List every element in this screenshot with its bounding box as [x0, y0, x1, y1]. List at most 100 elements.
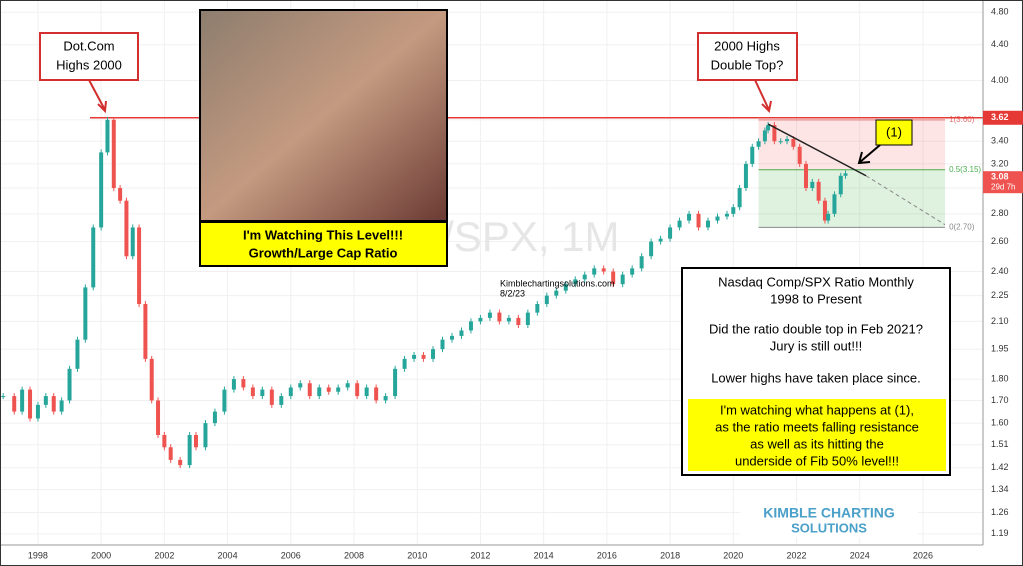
candle — [487, 312, 492, 318]
candle — [431, 349, 436, 359]
candle — [843, 173, 848, 176]
x-tick-label: 2004 — [218, 550, 238, 560]
x-tick-label: 2014 — [534, 550, 554, 560]
candle — [706, 220, 711, 228]
candle — [797, 146, 802, 164]
dotcom-box — [39, 32, 139, 81]
candle — [658, 238, 663, 242]
candle — [143, 304, 148, 359]
y-tick-label: 1.42 — [991, 462, 1009, 472]
candle — [91, 227, 96, 288]
candle — [440, 339, 445, 350]
candle — [791, 139, 796, 147]
candle — [826, 213, 831, 221]
candle — [677, 220, 682, 228]
candle — [393, 368, 398, 397]
candle — [59, 400, 64, 412]
logo-text: SOLUTIONS — [791, 520, 867, 535]
candle — [822, 200, 827, 221]
candle — [544, 295, 549, 305]
candle — [75, 339, 80, 369]
candle — [193, 434, 198, 448]
candle — [1, 396, 6, 398]
y-tick-label: 1.19 — [991, 528, 1009, 538]
arrow — [88, 79, 107, 114]
note: Lower highs have taken place since. — [711, 370, 921, 385]
candle — [336, 387, 341, 392]
candle — [149, 358, 154, 401]
candle — [687, 213, 692, 221]
candle — [130, 227, 135, 257]
candle — [506, 317, 511, 322]
highlight: as the ratio meets falling resistance — [715, 419, 919, 434]
y-tick-label: 1.26 — [991, 507, 1009, 517]
candle — [478, 317, 483, 322]
candle — [28, 389, 33, 419]
candle — [124, 200, 129, 257]
candle — [668, 227, 673, 239]
candle — [563, 284, 568, 291]
y-tick-label: 2.60 — [991, 236, 1009, 246]
candle — [649, 241, 654, 257]
candle — [162, 434, 167, 448]
y-tick-label: 1.70 — [991, 395, 1009, 405]
y-tick-label: 2.80 — [991, 208, 1009, 218]
highlight: underside of Fib 50% level!!! — [735, 453, 899, 468]
candle — [715, 216, 720, 221]
candle — [449, 335, 454, 340]
note: Jury is still out!!! — [770, 338, 862, 353]
candle — [279, 396, 284, 405]
candle — [785, 139, 790, 142]
candle — [554, 290, 559, 296]
candle — [766, 125, 771, 131]
y-tick-label: 1.95 — [991, 344, 1009, 354]
candle — [810, 181, 815, 189]
candle — [105, 119, 110, 153]
note: Did the ratio double top in Feb 2021? — [709, 321, 923, 336]
candle — [241, 379, 246, 388]
candle — [99, 152, 104, 228]
candle — [83, 287, 88, 340]
candle — [178, 459, 183, 466]
x-tick-label: 2022 — [786, 550, 806, 560]
y-tick-label: 1.80 — [991, 373, 1009, 383]
x-tick-label: 2002 — [154, 550, 174, 560]
trendline — [767, 123, 867, 177]
plot: 1(3.60) 0.5(3.15) 0(2.70) — [0, 0, 983, 545]
candle — [43, 396, 48, 405]
candle — [156, 400, 161, 435]
candle — [12, 396, 17, 412]
fib-zone — [758, 169, 946, 228]
dotcom-label: Dot.Com — [63, 38, 114, 53]
candle — [137, 227, 142, 305]
candle — [762, 130, 767, 142]
candle — [20, 389, 25, 412]
candle — [364, 387, 369, 397]
candle — [288, 387, 293, 397]
double-top-label: 2000 Highs — [714, 38, 780, 53]
candle — [222, 389, 227, 412]
dotcom-label: Highs 2000 — [56, 57, 122, 72]
x-tick-label: 2006 — [281, 550, 301, 560]
x-tick-label: 2000 — [91, 550, 111, 560]
x-tick-label: 2016 — [597, 550, 617, 560]
y-tick-label: 4.00 — [991, 75, 1009, 85]
candle — [525, 312, 530, 326]
candle — [803, 163, 808, 189]
y-tick-label: 4.80 — [991, 7, 1009, 17]
y-tick-label: 2.10 — [991, 316, 1009, 326]
candle — [535, 304, 540, 313]
candle — [639, 256, 644, 269]
candle — [421, 354, 426, 359]
last-tag — [983, 171, 1023, 194]
highlight-box — [688, 399, 946, 471]
candle — [731, 207, 736, 214]
candle — [355, 383, 360, 397]
candle — [582, 274, 587, 280]
candle — [326, 387, 331, 392]
caption: Growth/Large Cap Ratio — [249, 245, 398, 260]
x-tick-label: 2026 — [913, 550, 933, 560]
candle — [630, 268, 635, 275]
candle — [743, 163, 748, 189]
note: Nasdaq Comp/SPX Ratio Monthly — [718, 274, 914, 289]
